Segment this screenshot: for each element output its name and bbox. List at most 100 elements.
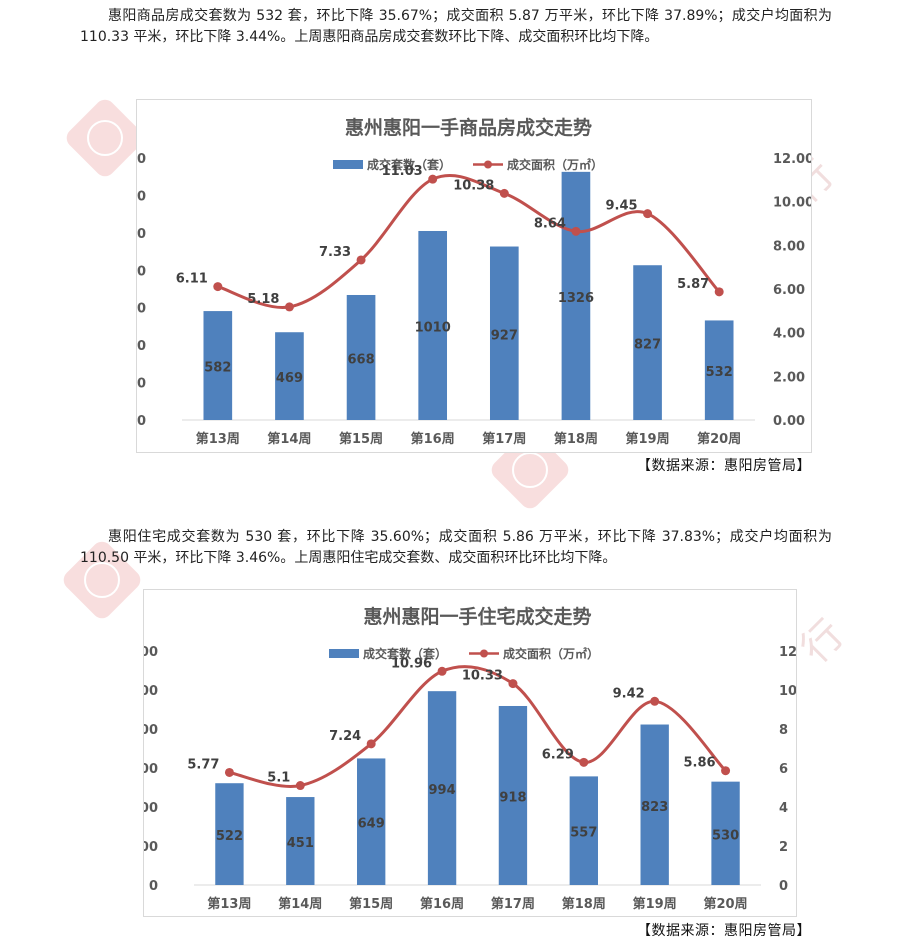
bar-value-label: 827 [634,338,661,353]
y-right-tick-label: 2 [779,840,788,855]
line-value-label: 5.1 [267,771,290,786]
y-left-tick-label: 200 [137,377,146,392]
y-right-tick-label: 4 [779,801,788,816]
line-value-label: 5.77 [187,757,219,772]
x-tick-label: 第20周 [697,431,741,447]
line-point [224,767,234,777]
x-tick-label: 第13周 [196,431,240,447]
x-tick-label: 第17周 [491,896,535,912]
line-point [366,739,376,749]
bar-value-label: 522 [216,829,243,844]
line-point [284,302,294,312]
x-tick-label: 第20周 [704,896,748,912]
y-left-tick-label: 800 [144,723,158,738]
y-left-tick-label: 400 [144,801,158,816]
legend-label: 成交套数（套） [367,157,451,172]
line-point [356,255,366,265]
bar-value-label: 469 [276,371,303,386]
y-right-tick-label: 10 [779,684,796,699]
line-point [437,666,447,676]
y-left-tick-label: 0 [137,414,146,429]
bar [286,797,315,885]
y-right-tick-label: 12.00 [773,152,811,167]
bar [357,758,386,885]
x-tick-label: 第14周 [278,896,322,912]
bar-value-label: 823 [641,800,668,815]
y-left-tick-label: 1200 [137,189,146,204]
legend-swatch-bar [329,649,359,658]
y-right-tick-label: 6 [779,762,788,777]
bar-value-label: 927 [491,328,518,343]
bar-value-label: 582 [204,361,231,376]
summary-paragraph-commercial: 惠阳商品房成交套数为 532 套，环比下降 35.67%；成交面积 5.87 万… [80,8,832,45]
bar-value-label: 668 [347,352,374,367]
line-point [579,757,589,767]
y-right-tick-label: 0 [779,879,788,894]
line-value-label: 6.11 [176,272,208,287]
line-value-label: 7.24 [329,729,361,744]
line-point [714,287,724,297]
x-tick-label: 第18周 [562,896,606,912]
line-value-label: 9.45 [605,199,637,214]
line-point [428,174,438,184]
line-value-label: 5.87 [677,277,709,292]
y-left-tick-label: 1000 [144,684,158,699]
line-point [213,282,223,292]
x-tick-label: 第15周 [339,431,383,447]
line-value-label: 6.29 [542,747,574,762]
bar [346,294,376,420]
bar-value-label: 530 [712,828,739,843]
chart-title: 惠州惠阳一手商品房成交走势 [345,116,592,139]
x-tick-label: 第15周 [349,896,393,912]
line-point [650,696,660,706]
line-value-label: 10.96 [391,656,432,671]
bar-value-label: 557 [570,826,597,841]
line-point [295,781,305,791]
x-tick-label: 第13周 [207,896,251,912]
y-right-tick-label: 10.00 [773,196,811,211]
y-right-tick-label: 12 [779,645,796,660]
watermark-logo [62,95,148,181]
bar [275,332,304,420]
summary-paragraph-residential: 惠阳住宅成交套数为 530 套，环比下降 35.60%；成交面积 5.86 万平… [80,529,832,566]
y-right-tick-label: 4.00 [773,327,805,342]
line-value-label: 10.33 [462,669,503,684]
chart-title: 惠州惠阳一手住宅成交走势 [363,605,591,628]
x-tick-label: 第18周 [554,431,598,447]
x-tick-label: 第17周 [482,431,526,447]
data-source-note: 【数据来源：惠阳房管局】 [637,923,811,939]
legend-swatch-marker [480,649,488,658]
y-left-tick-label: 1200 [144,645,158,660]
line-point [499,188,509,198]
bar-value-label: 649 [358,817,385,832]
bar-value-label: 451 [287,836,314,851]
line-value-label: 5.18 [247,292,279,307]
bar-value-label: 918 [499,790,526,805]
y-left-tick-label: 800 [137,264,146,279]
line-value-label: 8.64 [534,216,566,231]
line-value-label: 11.03 [382,164,423,179]
line-value-label: 10.38 [453,178,494,193]
y-right-tick-label: 8 [779,723,788,738]
y-left-tick-label: 1400 [137,152,146,167]
y-left-tick-label: 0 [149,879,158,894]
y-right-tick-label: 8.00 [773,239,805,254]
x-tick-label: 第19周 [633,896,677,912]
line-value-label: 5.86 [683,756,715,771]
y-left-tick-label: 1000 [137,227,146,242]
bar-value-label: 1010 [415,320,451,335]
bar [569,776,598,885]
y-left-tick-label: 600 [137,302,146,317]
line-point [721,766,731,776]
bar [640,724,669,885]
y-left-tick-label: 600 [144,762,158,777]
y-right-tick-label: 2.00 [773,370,805,385]
x-tick-label: 第19周 [626,431,670,447]
y-right-tick-label: 0.00 [773,414,805,429]
bar [427,691,457,885]
y-right-tick-label: 6.00 [773,283,805,298]
y-left-tick-label: 200 [144,840,158,855]
